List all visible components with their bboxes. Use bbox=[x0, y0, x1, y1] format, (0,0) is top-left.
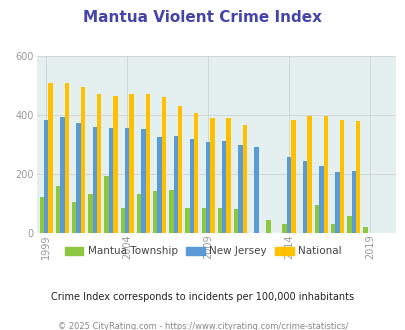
Bar bbox=[60, 117, 64, 233]
Bar bbox=[210, 118, 214, 233]
Bar bbox=[109, 128, 113, 233]
Bar bbox=[286, 157, 290, 233]
Bar bbox=[290, 120, 295, 233]
Bar bbox=[266, 220, 270, 233]
Bar bbox=[153, 191, 157, 233]
Bar bbox=[113, 96, 117, 233]
Bar bbox=[238, 145, 242, 233]
Text: Mantua Violent Crime Index: Mantua Violent Crime Index bbox=[83, 10, 322, 25]
Bar bbox=[44, 120, 48, 233]
Bar bbox=[157, 137, 161, 233]
Bar bbox=[346, 216, 351, 233]
Bar bbox=[64, 83, 69, 233]
Bar bbox=[173, 136, 177, 233]
Legend: Mantua Township, New Jersey, National: Mantua Township, New Jersey, National bbox=[60, 242, 345, 260]
Bar bbox=[282, 224, 286, 233]
Bar bbox=[339, 120, 343, 233]
Bar bbox=[129, 94, 133, 233]
Bar bbox=[125, 128, 129, 233]
Bar bbox=[189, 139, 194, 233]
Bar bbox=[330, 224, 335, 233]
Bar bbox=[302, 161, 307, 233]
Bar bbox=[40, 197, 44, 233]
Bar bbox=[205, 142, 210, 233]
Bar bbox=[145, 94, 149, 233]
Bar bbox=[314, 205, 318, 233]
Bar bbox=[307, 115, 311, 233]
Bar bbox=[72, 202, 76, 233]
Bar bbox=[254, 147, 258, 233]
Bar bbox=[242, 125, 246, 233]
Bar bbox=[194, 114, 198, 233]
Bar bbox=[141, 129, 145, 233]
Bar bbox=[76, 123, 81, 233]
Bar bbox=[97, 94, 101, 233]
Bar bbox=[323, 116, 327, 233]
Bar bbox=[318, 166, 323, 233]
Bar bbox=[136, 194, 141, 233]
Bar bbox=[201, 208, 205, 233]
Bar bbox=[233, 209, 238, 233]
Bar bbox=[177, 106, 182, 233]
Bar bbox=[355, 121, 359, 233]
Bar bbox=[104, 176, 109, 233]
Bar bbox=[48, 83, 53, 233]
Bar bbox=[88, 194, 92, 233]
Bar bbox=[92, 127, 97, 233]
Text: Crime Index corresponds to incidents per 100,000 inhabitants: Crime Index corresponds to incidents per… bbox=[51, 292, 354, 302]
Bar bbox=[226, 118, 230, 233]
Bar bbox=[222, 141, 226, 233]
Bar bbox=[335, 172, 339, 233]
Bar bbox=[362, 227, 367, 233]
Bar bbox=[81, 87, 85, 233]
Text: © 2025 CityRating.com - https://www.cityrating.com/crime-statistics/: © 2025 CityRating.com - https://www.city… bbox=[58, 322, 347, 330]
Bar bbox=[120, 208, 125, 233]
Bar bbox=[161, 97, 166, 233]
Bar bbox=[169, 190, 173, 233]
Bar bbox=[185, 208, 189, 233]
Bar bbox=[351, 172, 355, 233]
Bar bbox=[217, 208, 222, 233]
Bar bbox=[56, 186, 60, 233]
